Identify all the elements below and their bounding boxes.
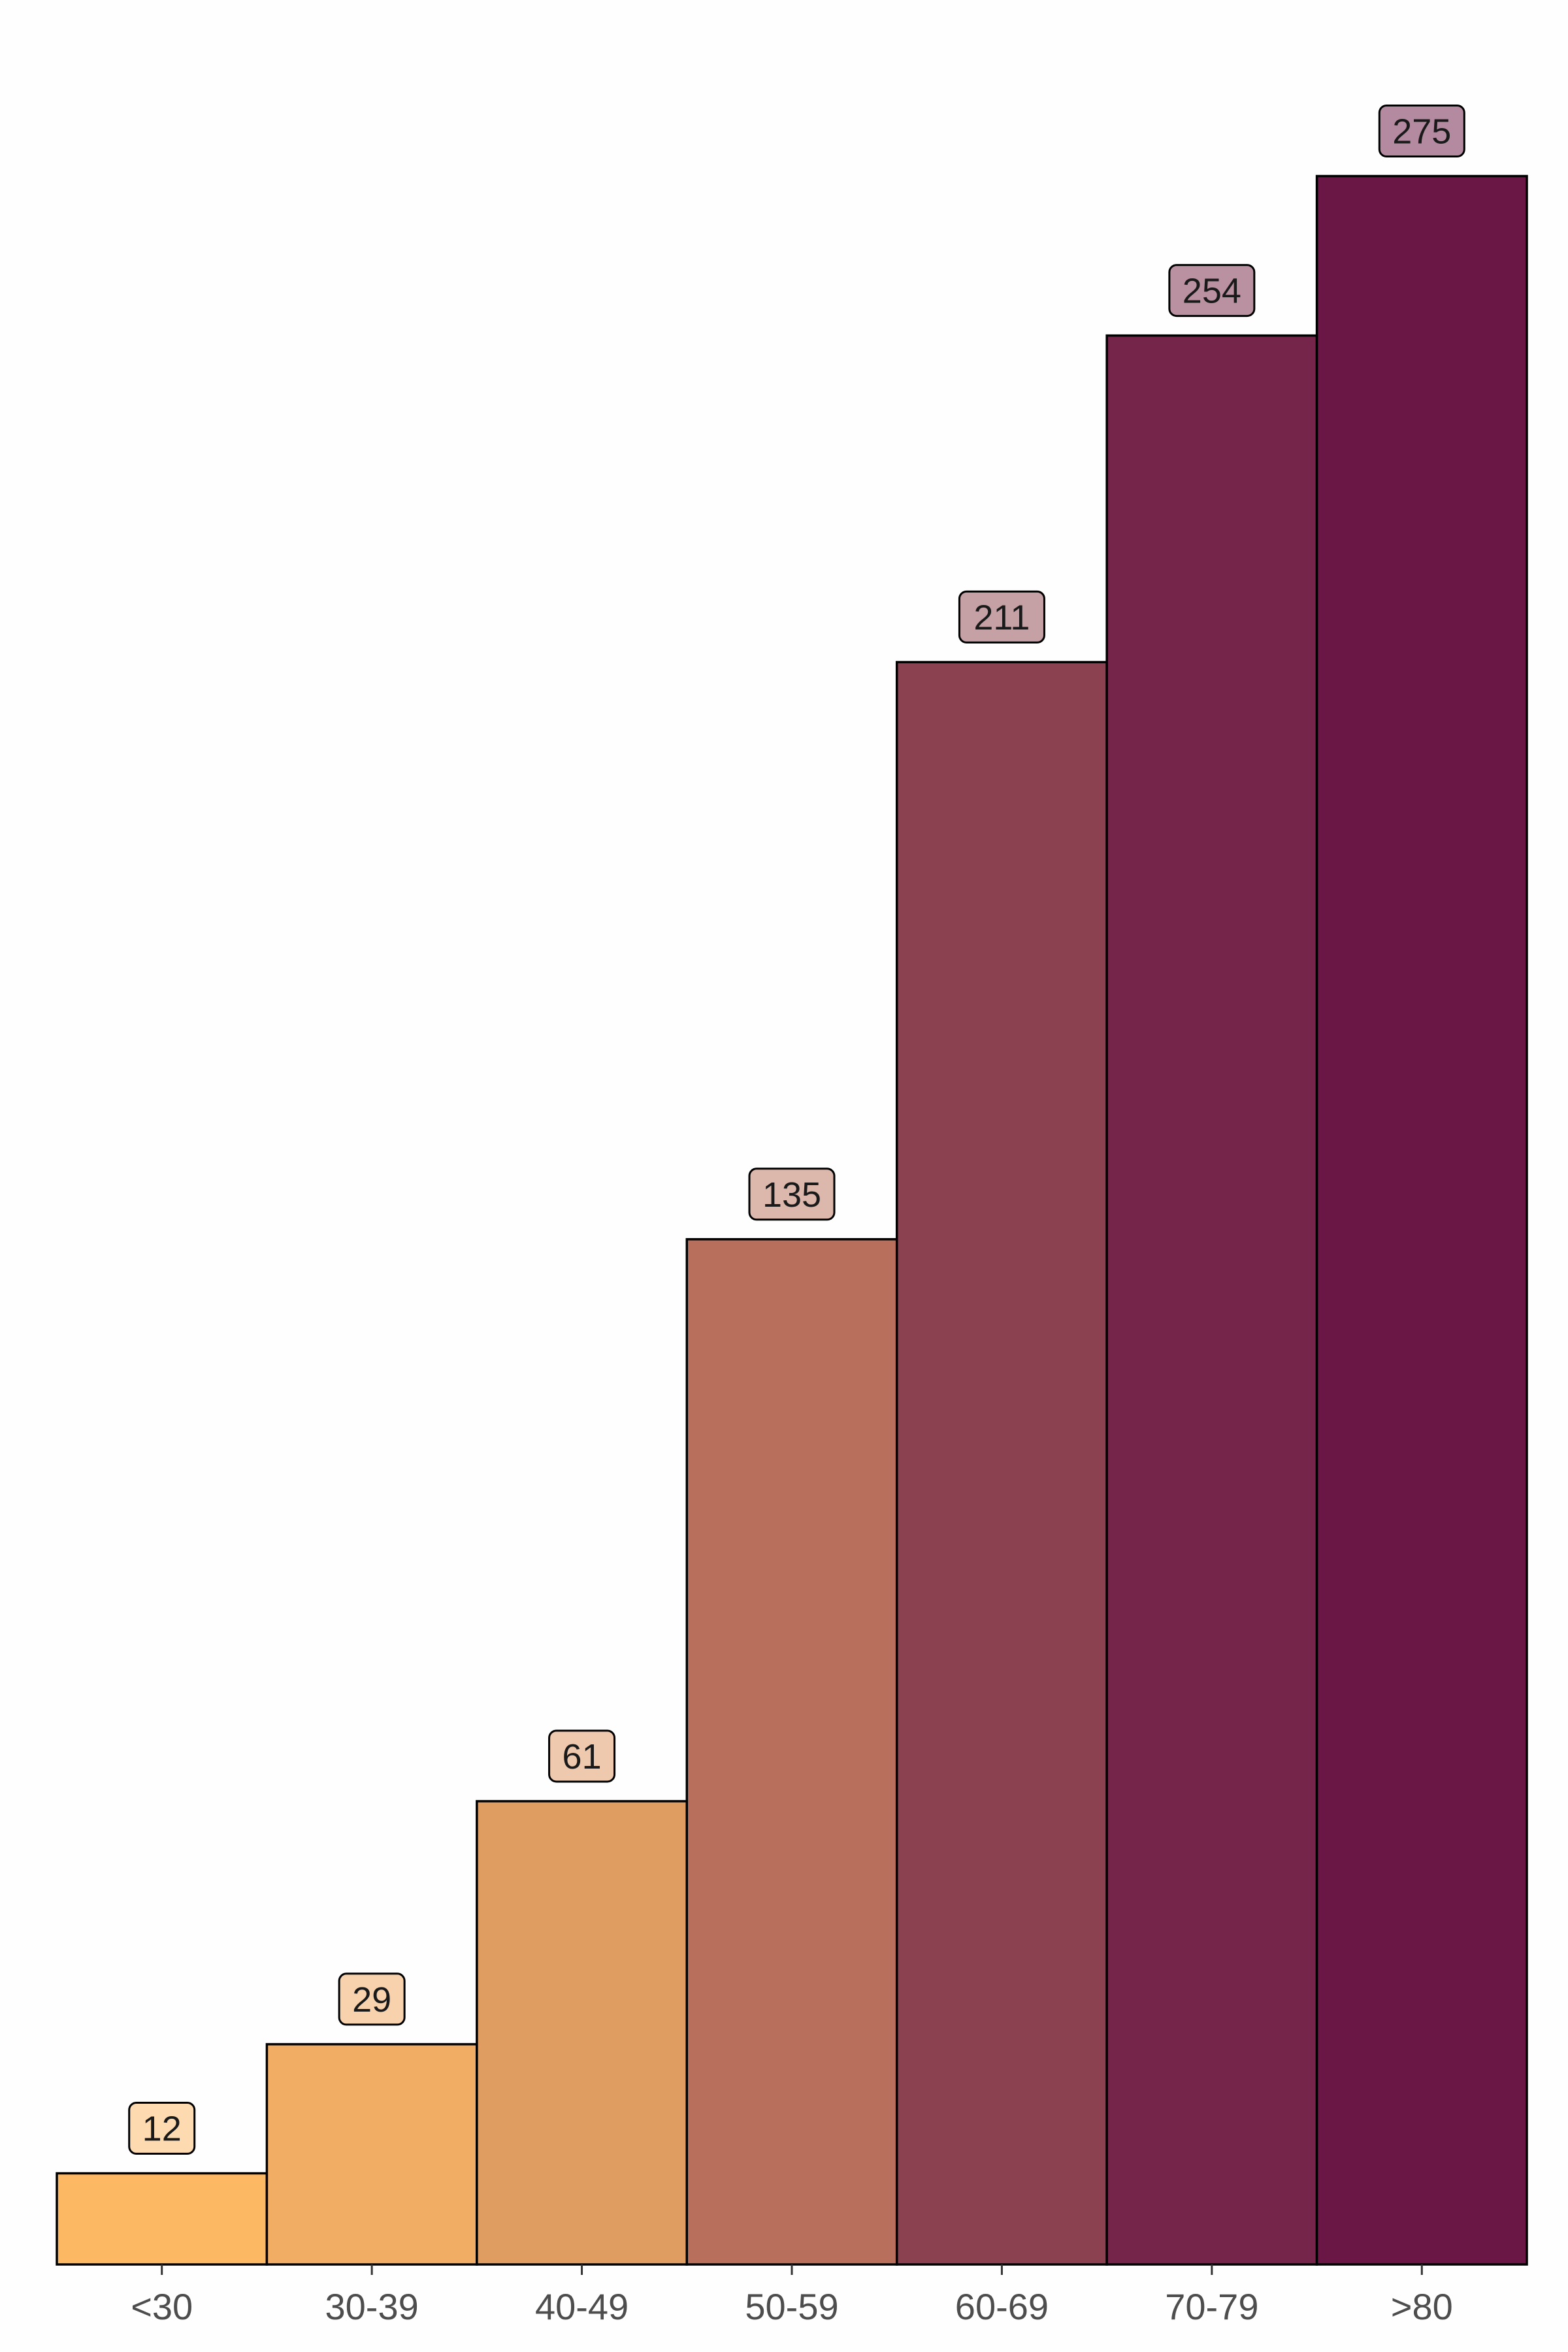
data-label-box [128,2102,196,2155]
data-label-box [548,1729,616,1783]
x-tick-label: <30 [131,2286,193,2327]
bar-3 [476,1800,689,2266]
x-tick-label: 40-49 [535,2286,629,2327]
data-label-1: 12 [128,2102,196,2155]
data-label-3: 61 [548,1729,616,1783]
x-tick-label: 70-79 [1165,2286,1258,2327]
data-label-text: 254 [1183,272,1241,311]
x-tick-label: >80 [1391,2286,1453,2327]
data-label-box [338,1972,406,2026]
bar-5 [895,661,1108,2266]
bar-2 [265,2043,478,2266]
data-labels-group: 12 29 61 135 211 254 275 [128,104,1465,2155]
x-tick-label: 50-59 [745,2286,838,2327]
data-label-2: 29 [338,1972,406,2026]
bars-group [56,174,1528,2266]
data-label-text: 29 [352,1980,391,2019]
data-label-text: 61 [563,1737,602,1776]
data-label-4: 135 [748,1168,836,1221]
data-label-text: 211 [973,598,1030,637]
data-label-text: 275 [1392,112,1451,151]
x-axis: <30 30-39 40-49 50-59 60-69 70-79 >80 [131,2264,1453,2327]
bar-6 [1105,334,1318,2266]
data-label-box [1168,264,1256,318]
data-label-6: 254 [1168,264,1256,318]
data-label-box [1378,104,1465,157]
x-tick-label: 30-39 [325,2286,419,2327]
data-label-box [748,1168,836,1221]
x-tick-label: 60-69 [955,2286,1049,2327]
data-label-text: 12 [142,2110,182,2149]
bar-1 [56,2172,269,2266]
bar-4 [685,1238,898,2266]
data-label-5: 211 [958,590,1045,644]
data-label-text: 135 [762,1175,821,1215]
data-label-7: 275 [1378,104,1465,157]
bar-7 [1315,174,1528,2266]
data-label-box [958,590,1045,644]
